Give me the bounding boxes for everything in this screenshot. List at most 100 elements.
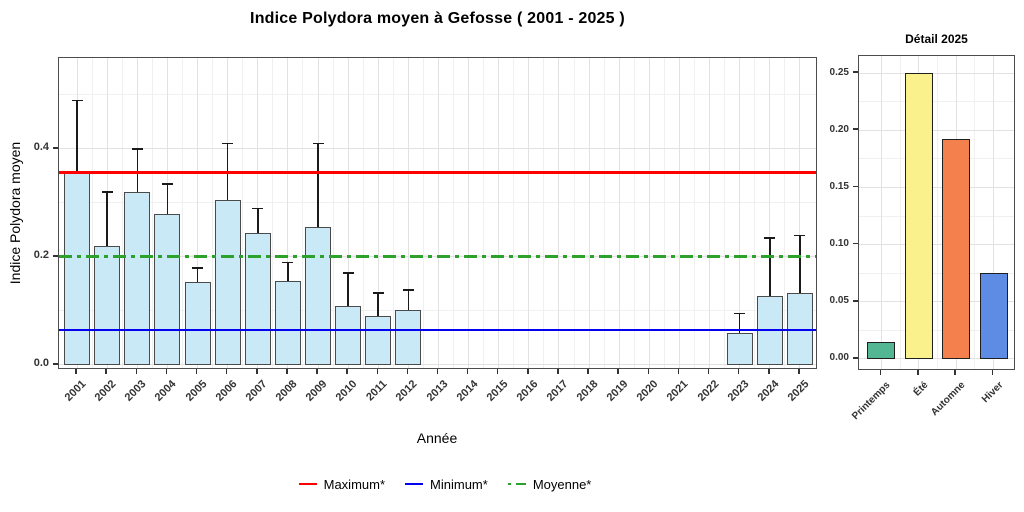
x-tick-label: 2022 [695, 378, 722, 404]
gridline-minor-h [859, 329, 1014, 331]
gridline-major-v [880, 56, 882, 369]
ref-line-minimum [59, 328, 816, 332]
bar-2012 [395, 309, 422, 365]
gridline-major-v [709, 58, 711, 368]
error-cap-2012 [402, 289, 414, 291]
gridline-minor-v [332, 58, 334, 368]
error-bar-2024 [769, 238, 771, 296]
x-axis-tick [165, 369, 168, 374]
error-cap-2023 [734, 312, 746, 315]
x-tick-label: Printemps [850, 379, 893, 423]
main-x-axis-label: Année [416, 430, 458, 446]
y-tick-label: 0.0 [33, 357, 49, 370]
x-tick-label: 2021 [665, 378, 691, 404]
x-axis-tick [768, 369, 770, 374]
gridline-major-v [498, 58, 500, 368]
error-bar-2025 [799, 235, 801, 294]
x-axis-tick [557, 369, 559, 374]
x-axis-tick [917, 370, 919, 375]
x-axis-tick [436, 369, 439, 374]
error-cap-2024 [764, 237, 776, 239]
legend-item-moyenne: Moyenne* [507, 477, 591, 492]
gridline-major-h [859, 358, 1014, 360]
gridline-minor-v [513, 58, 515, 368]
bar-automne [942, 139, 971, 359]
gridline-major-h [59, 148, 816, 150]
gridline-major-v [648, 58, 650, 368]
bar-été [904, 73, 933, 359]
bar-2005 [184, 281, 211, 365]
x-axis-tick [135, 369, 138, 374]
gridline-minor-h [859, 101, 1014, 103]
x-axis-tick [286, 369, 288, 374]
x-axis-tick [647, 369, 650, 374]
legend-item-minimum: Minimum* [405, 477, 488, 492]
gridline-major-h [859, 244, 1014, 246]
bar-hiver [979, 273, 1008, 359]
x-tick-label: 2007 [243, 378, 270, 404]
gridline-minor-v [543, 58, 545, 368]
x-axis-tick [879, 370, 882, 375]
gridline-minor-v [633, 58, 635, 368]
gridline-major-v [468, 58, 470, 368]
legend-line-swatch-moyenne [507, 482, 526, 486]
x-tick-label: 2001 [62, 378, 89, 404]
error-bar-2001 [76, 100, 78, 174]
bar-2023 [726, 333, 753, 365]
error-cap-2005 [192, 266, 204, 269]
ref-line-maximum [59, 171, 816, 175]
x-tick-label: 2011 [364, 378, 390, 404]
gridline-major-v [528, 58, 530, 368]
gridline-major-v [678, 58, 680, 368]
x-axis-tick [466, 369, 469, 374]
gridline-minor-v [121, 58, 123, 368]
error-cap-2001 [71, 99, 83, 102]
x-axis-tick [527, 369, 529, 374]
error-cap-2002 [101, 191, 113, 193]
x-axis-tick [75, 369, 77, 374]
error-bar-2007 [256, 208, 259, 233]
gridline-minor-h [59, 202, 816, 204]
gridline-major-v [407, 58, 409, 368]
error-cap-2008 [282, 261, 294, 264]
bar-2009 [305, 227, 332, 365]
gridline-minor-v [937, 56, 938, 369]
gridline-major-v [377, 58, 379, 368]
gridline-minor-v [272, 58, 274, 368]
gridline-minor-v [242, 58, 244, 368]
gridline-minor-v [724, 58, 726, 368]
x-tick-label: 2004 [153, 378, 179, 404]
bar-2006 [214, 200, 241, 365]
x-axis-tick [105, 369, 107, 374]
x-axis-tick [376, 369, 378, 374]
legend-label-minimum: Minimum* [430, 476, 488, 492]
gridline-minor-v [784, 58, 786, 368]
gridline-major-v [197, 58, 199, 368]
main-y-axis-label: Indice Polydora moyen [7, 141, 23, 285]
gridline-minor-v [573, 58, 575, 368]
gridline-major-v [347, 58, 349, 368]
gridline-major-v [739, 58, 741, 368]
gridline-minor-v [362, 58, 364, 368]
x-axis-tick [496, 369, 499, 374]
gridline-major-h [59, 364, 816, 366]
gridline-minor-v [899, 56, 901, 369]
bar-2002 [94, 246, 121, 365]
gridline-minor-v [212, 58, 214, 368]
legend-item-maximum: Maximum* [298, 476, 386, 492]
bar-2004 [154, 213, 181, 365]
gridline-major-h [859, 186, 1014, 188]
x-axis-tick [195, 369, 198, 374]
gridline-minor-h [59, 94, 816, 96]
gridline-minor-h [859, 272, 1014, 274]
x-axis-tick [225, 369, 228, 374]
x-axis-tick [991, 370, 994, 375]
x-tick-label: 2023 [725, 378, 752, 404]
gridline-minor-v [483, 58, 485, 368]
error-bar-2012 [407, 289, 410, 310]
legend-label-maximum: Maximum* [323, 476, 386, 492]
error-cap-2007 [252, 207, 264, 210]
gridline-minor-h [859, 215, 1014, 217]
error-bar-2010 [347, 273, 349, 307]
